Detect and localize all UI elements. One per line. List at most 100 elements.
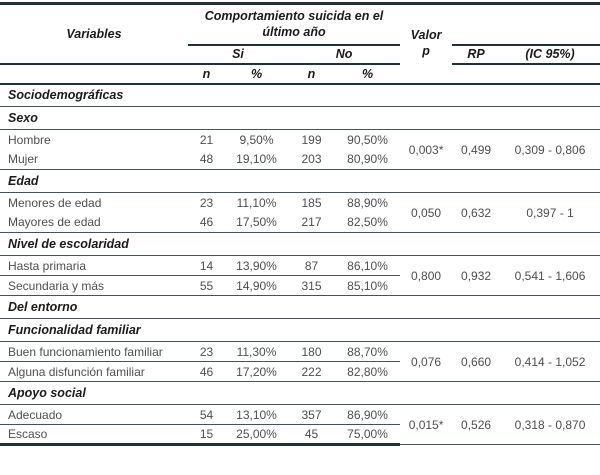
cell-n-no: 222 (288, 361, 335, 382)
cell-n-si: 14 (188, 255, 225, 276)
cell-pct-no: 88,90% (347, 195, 388, 210)
cell-rp-value: 0,932 (452, 255, 501, 296)
row-label: Adecuado (0, 404, 188, 425)
cell-n-si: 46 (188, 212, 225, 233)
cell-n-no: 180 (288, 341, 335, 362)
col-header-n-si: n (188, 63, 225, 85)
row-label: Mujer (0, 149, 188, 170)
section-title: Apoyo social (0, 381, 600, 405)
cell-n-si: 23 (199, 195, 214, 210)
cell-pct-no: 85,10% (335, 275, 401, 296)
cell-pct-si: 14,90% (225, 275, 288, 296)
cell-n-no: 45 (288, 424, 335, 446)
suicide-behavior-stats-table: Variables Comportamiento suicida en el ú… (0, 2, 600, 446)
row-label: Escaso (0, 424, 188, 446)
section-title: Funcionalidad familiar (0, 318, 600, 342)
row-label: Alguna disfunción familiar (0, 361, 188, 382)
col-group-header-comportamiento: Comportamiento suicida en el último año (188, 3, 401, 46)
cell-rp-value: 0,526 (452, 404, 501, 445)
cell-n-no: 357 (288, 404, 335, 425)
cell-n-si: 46 (188, 361, 225, 382)
table-row-escaso: Escaso 15 25,00% 45 75,00% (0, 424, 600, 446)
header-spacer-variables (0, 63, 188, 85)
header-spacer-rp-ic (452, 63, 600, 85)
valor-p-line2: p (422, 43, 430, 58)
section-row-funcionalidad: Funcionalidad familiar (0, 318, 600, 342)
cell-n-no: 217 (288, 212, 335, 233)
cell-pct-no: 75,00% (335, 424, 401, 446)
section-row-sexo: Sexo (0, 106, 600, 130)
col-subheader-si: Si (188, 44, 288, 65)
cell-ic95-value: 0,397 - 1 (500, 192, 600, 233)
table-row-alguna-disfuncion: Alguna disfunción familiar 46 17,20% 222… (0, 361, 600, 382)
cell-n-si: 54 (188, 404, 225, 425)
col-header-pct-no: % (335, 63, 401, 85)
cell-p-value: 0,800 (400, 255, 453, 296)
table-row-mayores: Mayores de edad 46 17,50% 217 82,50% (0, 212, 600, 233)
row-label: Hasta primaria (0, 255, 188, 276)
cell-n-no: 203 (288, 149, 335, 170)
cell-ic95-value: 0,309 - 0,806 (500, 129, 600, 170)
cell-pct-no: 90,50% (347, 132, 388, 147)
cell-pct-si: 25,00% (225, 424, 288, 446)
cell-pct-si: 9,50% (239, 132, 274, 147)
cell-ic95-value: 0,318 - 0,870 (500, 404, 600, 445)
cell-pct-no: 86,90% (335, 404, 401, 425)
section-row-escolaridad: Nivel de escolaridad (0, 232, 600, 256)
cell-pct-si: 11,10% (236, 195, 277, 210)
table-row-adecuado: Adecuado 54 13,10% 357 86,90% 0,015* 0,5… (0, 404, 600, 445)
table-row-hasta-primaria: Hasta primaria 14 13,90% 87 86,10% 0,800… (0, 255, 600, 296)
cell-n-no: 87 (288, 255, 335, 276)
cell-p-value: 0,015* (400, 404, 453, 445)
section-title: Sexo (0, 106, 600, 130)
section-row-apoyo: Apoyo social (0, 381, 600, 405)
table-row-menores: Menores de edad 23 11,10% 185 88,90% 0,0… (0, 192, 600, 233)
col-header-n-no: n (288, 63, 335, 85)
cell-p-value: 0,076 (400, 341, 453, 382)
section-title: Nivel de escolaridad (0, 232, 600, 256)
table-row-mujer: Mujer 48 19,10% 203 80,90% (0, 149, 600, 170)
section-row-entorno: Del entorno (0, 295, 600, 319)
cell-n-no: 315 (288, 275, 335, 296)
col-subheader-no: No (288, 44, 401, 65)
cell-rp-value: 0,660 (452, 341, 501, 382)
cell-pct-si: 13,10% (225, 404, 288, 425)
cell-n-no: 199 (301, 132, 322, 147)
row-label: Hombre (8, 132, 51, 147)
section-row-sociodemograficas: Sociodemográficas (0, 83, 600, 107)
table-row-hombre: Hombre 21 9,50% 199 90,50% 0,003* 0,499 … (0, 129, 600, 170)
cell-pct-si: 17,20% (225, 361, 288, 382)
cell-n-si: 21 (199, 132, 214, 147)
cell-p-value: 0,003* (400, 129, 453, 170)
valor-p-line1: Valor (410, 28, 442, 43)
row-label: Menores de edad (8, 195, 102, 210)
rp-ic-header-spacer (452, 3, 600, 46)
row-label: Secundaria y más (0, 275, 188, 296)
section-row-edad: Edad (0, 169, 600, 193)
col-header-variables: Variables (0, 3, 188, 65)
cell-pct-si: 19,10% (225, 149, 288, 170)
cell-pct-no: 82,50% (335, 212, 401, 233)
cell-pct-no: 86,10% (335, 255, 401, 276)
cell-n-si: 55 (188, 275, 225, 296)
col-header-rp: RP (452, 44, 501, 65)
row-label: Buen funcionamiento familiar (0, 341, 188, 362)
row-label: Mayores de edad (0, 212, 188, 233)
section-title: Del entorno (0, 295, 600, 319)
cell-pct-si: 17,50% (225, 212, 288, 233)
col-header-pct-si: % (225, 63, 288, 85)
cell-p-value: 0,050 (400, 192, 453, 233)
section-title: Sociodemográficas (0, 83, 600, 107)
col-header-valor-p: Valor p (400, 3, 453, 85)
cell-n-no: 185 (301, 195, 322, 210)
cell-ic95-value: 0,414 - 1,052 (500, 341, 600, 382)
cell-rp-value: 0,499 (452, 129, 501, 170)
table-row-buen-funcionamiento: Buen funcionamiento familiar 23 11,30% 1… (0, 341, 600, 382)
cell-rp-value: 0,632 (452, 192, 501, 233)
cell-pct-si: 11,30% (225, 341, 288, 362)
cell-pct-no: 82,80% (335, 361, 401, 382)
table-row-secundaria: Secundaria y más 55 14,90% 315 85,10% (0, 275, 600, 296)
cell-pct-no: 80,90% (335, 149, 401, 170)
cell-pct-si: 13,90% (225, 255, 288, 276)
